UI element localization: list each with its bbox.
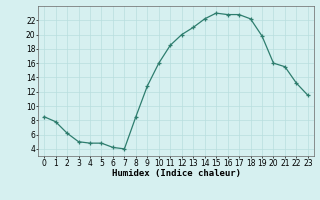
X-axis label: Humidex (Indice chaleur): Humidex (Indice chaleur) bbox=[111, 169, 241, 178]
